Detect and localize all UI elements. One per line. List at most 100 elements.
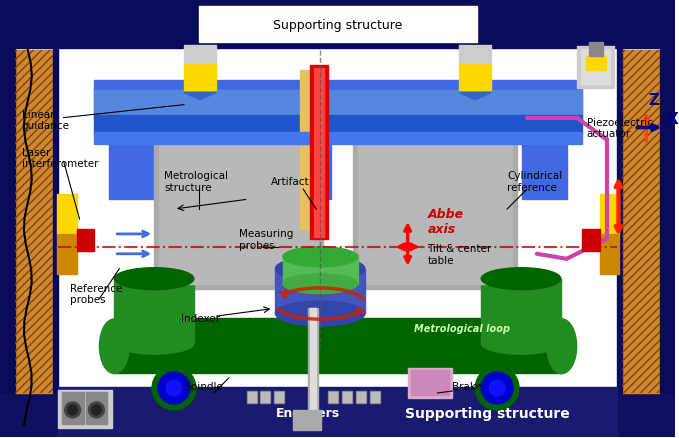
Bar [585, 57, 606, 71]
Polygon shape [460, 93, 491, 100]
Bar [306, 100, 331, 200]
Bar [411, 370, 449, 395]
Circle shape [88, 402, 105, 418]
Text: Artifact: Artifact [271, 177, 310, 187]
Bar [370, 391, 380, 403]
Bar [314, 69, 324, 237]
Circle shape [489, 380, 505, 396]
Text: Z: Z [648, 92, 659, 107]
Bar [109, 110, 154, 200]
Text: Abbe
axis: Abbe axis [428, 208, 464, 236]
Text: Piezoelectric
actuator: Piezoelectric actuator [587, 117, 653, 139]
Ellipse shape [276, 301, 365, 326]
Bar [53, 46, 58, 393]
Bar [276, 392, 283, 402]
Text: Laser
interferometer: Laser interferometer [22, 147, 98, 169]
Bar [56, 195, 77, 234]
Bar [0, 1, 675, 49]
Bar [114, 319, 562, 373]
Bar [86, 392, 107, 424]
Bar [623, 51, 660, 393]
Bar [576, 47, 614, 88]
Bar [184, 63, 216, 91]
Bar [261, 391, 270, 403]
Text: Tilt & center
table: Tilt & center table [428, 244, 492, 265]
Bar [15, 51, 53, 393]
Bar [310, 309, 316, 428]
Text: Reference
probes: Reference probes [70, 283, 122, 305]
Bar [357, 392, 365, 402]
Bar [15, 51, 53, 393]
Circle shape [65, 402, 81, 418]
Bar [293, 410, 321, 430]
Bar [154, 125, 323, 289]
Ellipse shape [481, 268, 561, 290]
Ellipse shape [283, 274, 357, 294]
Bar [481, 279, 561, 343]
Bar [600, 195, 619, 234]
Bar [246, 391, 257, 403]
Ellipse shape [114, 332, 194, 354]
Bar [522, 110, 567, 200]
Polygon shape [184, 93, 216, 100]
Bar [589, 43, 602, 57]
Text: Brake: Brake [452, 381, 482, 391]
Bar [114, 279, 194, 343]
Bar [581, 50, 610, 85]
Bar [0, 388, 675, 437]
Bar [407, 368, 452, 398]
Bar [371, 392, 379, 402]
Circle shape [166, 380, 182, 396]
Circle shape [152, 366, 196, 410]
Text: Supporting structure: Supporting structure [274, 18, 403, 32]
Bar [159, 130, 318, 284]
Ellipse shape [276, 257, 365, 282]
Text: Indexer: Indexer [181, 314, 220, 324]
Text: Metrological
structure: Metrological structure [164, 171, 228, 193]
Bar [0, 46, 15, 393]
Ellipse shape [114, 268, 194, 290]
Ellipse shape [283, 247, 357, 267]
Bar [94, 133, 582, 145]
Ellipse shape [547, 319, 576, 374]
Bar [94, 91, 582, 120]
Bar [623, 51, 660, 393]
Bar [56, 234, 77, 274]
Text: X: X [667, 111, 679, 126]
Text: Linear
guidance: Linear guidance [22, 110, 70, 131]
Bar [274, 391, 285, 403]
Text: Cylindrical
reference: Cylindrical reference [507, 171, 562, 193]
Bar [248, 392, 255, 402]
Circle shape [68, 405, 77, 415]
Bar [300, 71, 315, 230]
Bar [261, 392, 270, 402]
Ellipse shape [99, 319, 129, 374]
Bar [184, 46, 216, 64]
Text: Spindle: Spindle [185, 381, 223, 391]
Bar [283, 254, 358, 284]
Circle shape [92, 405, 101, 415]
Bar [310, 66, 328, 239]
Bar [58, 387, 617, 437]
Bar [660, 46, 675, 393]
Bar [94, 81, 582, 115]
Circle shape [158, 372, 190, 404]
Bar [94, 115, 582, 135]
Bar [342, 391, 352, 403]
Text: Metrological loop: Metrological loop [414, 324, 511, 334]
Bar [460, 46, 491, 64]
Circle shape [481, 372, 513, 404]
Bar [617, 46, 623, 393]
Bar [582, 230, 600, 251]
Bar [343, 392, 351, 402]
Ellipse shape [481, 332, 561, 354]
Bar [358, 130, 512, 284]
Text: Supporting structure: Supporting structure [405, 406, 570, 420]
Bar [62, 392, 84, 424]
Bar [328, 391, 338, 403]
Bar [308, 309, 318, 428]
Bar [329, 392, 337, 402]
Bar [58, 390, 112, 428]
Bar [600, 234, 619, 274]
Bar [276, 269, 365, 314]
